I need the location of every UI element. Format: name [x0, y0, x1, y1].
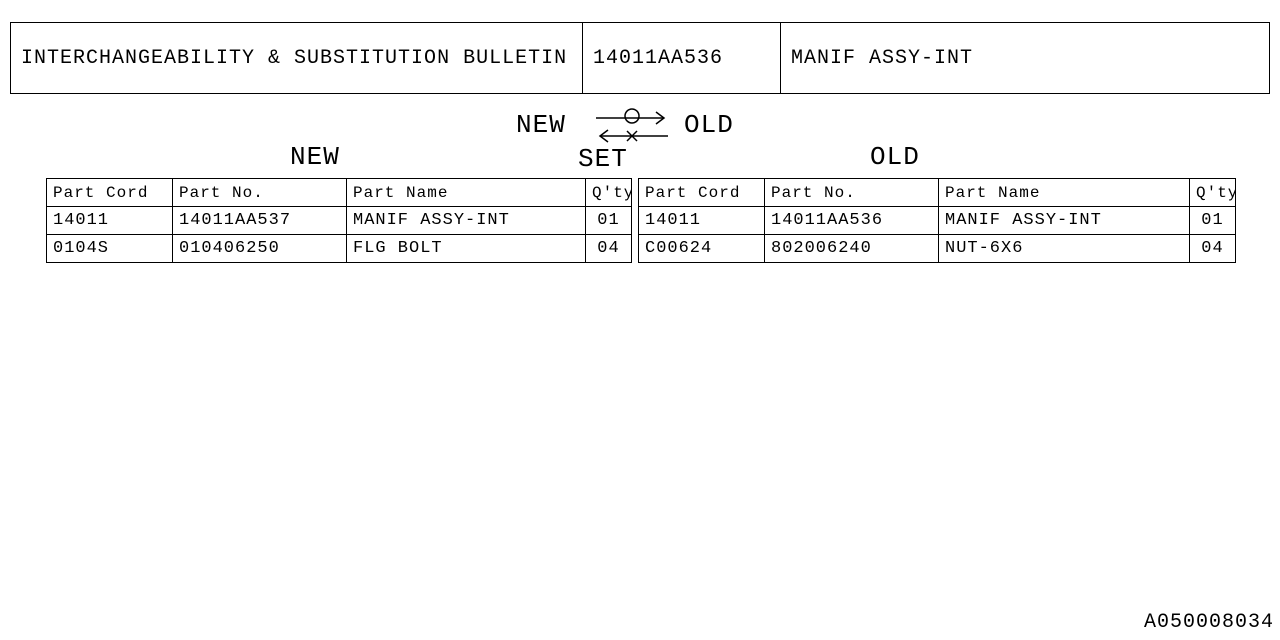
old-parts-table: Part Cord Part No. Part Name Q'ty 14011 …: [638, 178, 1236, 263]
cell-qty: 01: [1190, 207, 1236, 235]
cell-name: NUT-6X6: [939, 235, 1190, 263]
document-code: A050008034: [1144, 611, 1274, 634]
table-row: 14011 14011AA537 MANIF ASSY-INT 01: [47, 207, 632, 235]
diagram-set-label: SET: [578, 144, 628, 174]
cell-no: 802006240: [765, 235, 939, 263]
cell-no: 010406250: [173, 235, 347, 263]
col-header-qty: Q'ty: [586, 179, 632, 207]
col-header-cord: Part Cord: [47, 179, 173, 207]
col-header-cord: Part Cord: [639, 179, 765, 207]
bulletin-part-no: 14011AA536: [583, 23, 781, 93]
bulletin-title: INTERCHANGEABILITY & SUBSTITUTION BULLET…: [11, 23, 583, 93]
cell-cord: 14011: [639, 207, 765, 235]
new-parts-table: Part Cord Part No. Part Name Q'ty 14011 …: [46, 178, 632, 263]
table-header-row: Part Cord Part No. Part Name Q'ty: [47, 179, 632, 207]
cell-no: 14011AA537: [173, 207, 347, 235]
table-row: 0104S 010406250 FLG BOLT 04: [47, 235, 632, 263]
diagram-old-label: OLD: [684, 110, 734, 140]
cell-qty: 04: [1190, 235, 1236, 263]
cell-no: 14011AA536: [765, 207, 939, 235]
cell-cord: C00624: [639, 235, 765, 263]
col-header-name: Part Name: [939, 179, 1190, 207]
cell-name: FLG BOLT: [347, 235, 586, 263]
tables-container: Part Cord Part No. Part Name Q'ty 14011 …: [46, 178, 1236, 263]
section-label-old: OLD: [870, 142, 920, 172]
col-header-no: Part No.: [173, 179, 347, 207]
cell-qty: 04: [586, 235, 632, 263]
cell-cord: 0104S: [47, 235, 173, 263]
header-banner: INTERCHANGEABILITY & SUBSTITUTION BULLET…: [10, 22, 1270, 94]
cell-cord: 14011: [47, 207, 173, 235]
col-header-name: Part Name: [347, 179, 586, 207]
table-row: C00624 802006240 NUT-6X6 04: [639, 235, 1236, 263]
table-row: 14011 14011AA536 MANIF ASSY-INT 01: [639, 207, 1236, 235]
diagram-new-label: NEW: [516, 110, 566, 140]
interchange-diagram-row: NEW OLD SET NEW OLD: [0, 100, 1280, 178]
cell-name: MANIF ASSY-INT: [939, 207, 1190, 235]
interchange-arrows-icon: [592, 106, 672, 146]
table-header-row: Part Cord Part No. Part Name Q'ty: [639, 179, 1236, 207]
col-header-no: Part No.: [765, 179, 939, 207]
col-header-qty: Q'ty: [1190, 179, 1236, 207]
cell-name: MANIF ASSY-INT: [347, 207, 586, 235]
section-label-new: NEW: [290, 142, 340, 172]
cell-qty: 01: [586, 207, 632, 235]
bulletin-part-name: MANIF ASSY-INT: [781, 23, 1269, 93]
